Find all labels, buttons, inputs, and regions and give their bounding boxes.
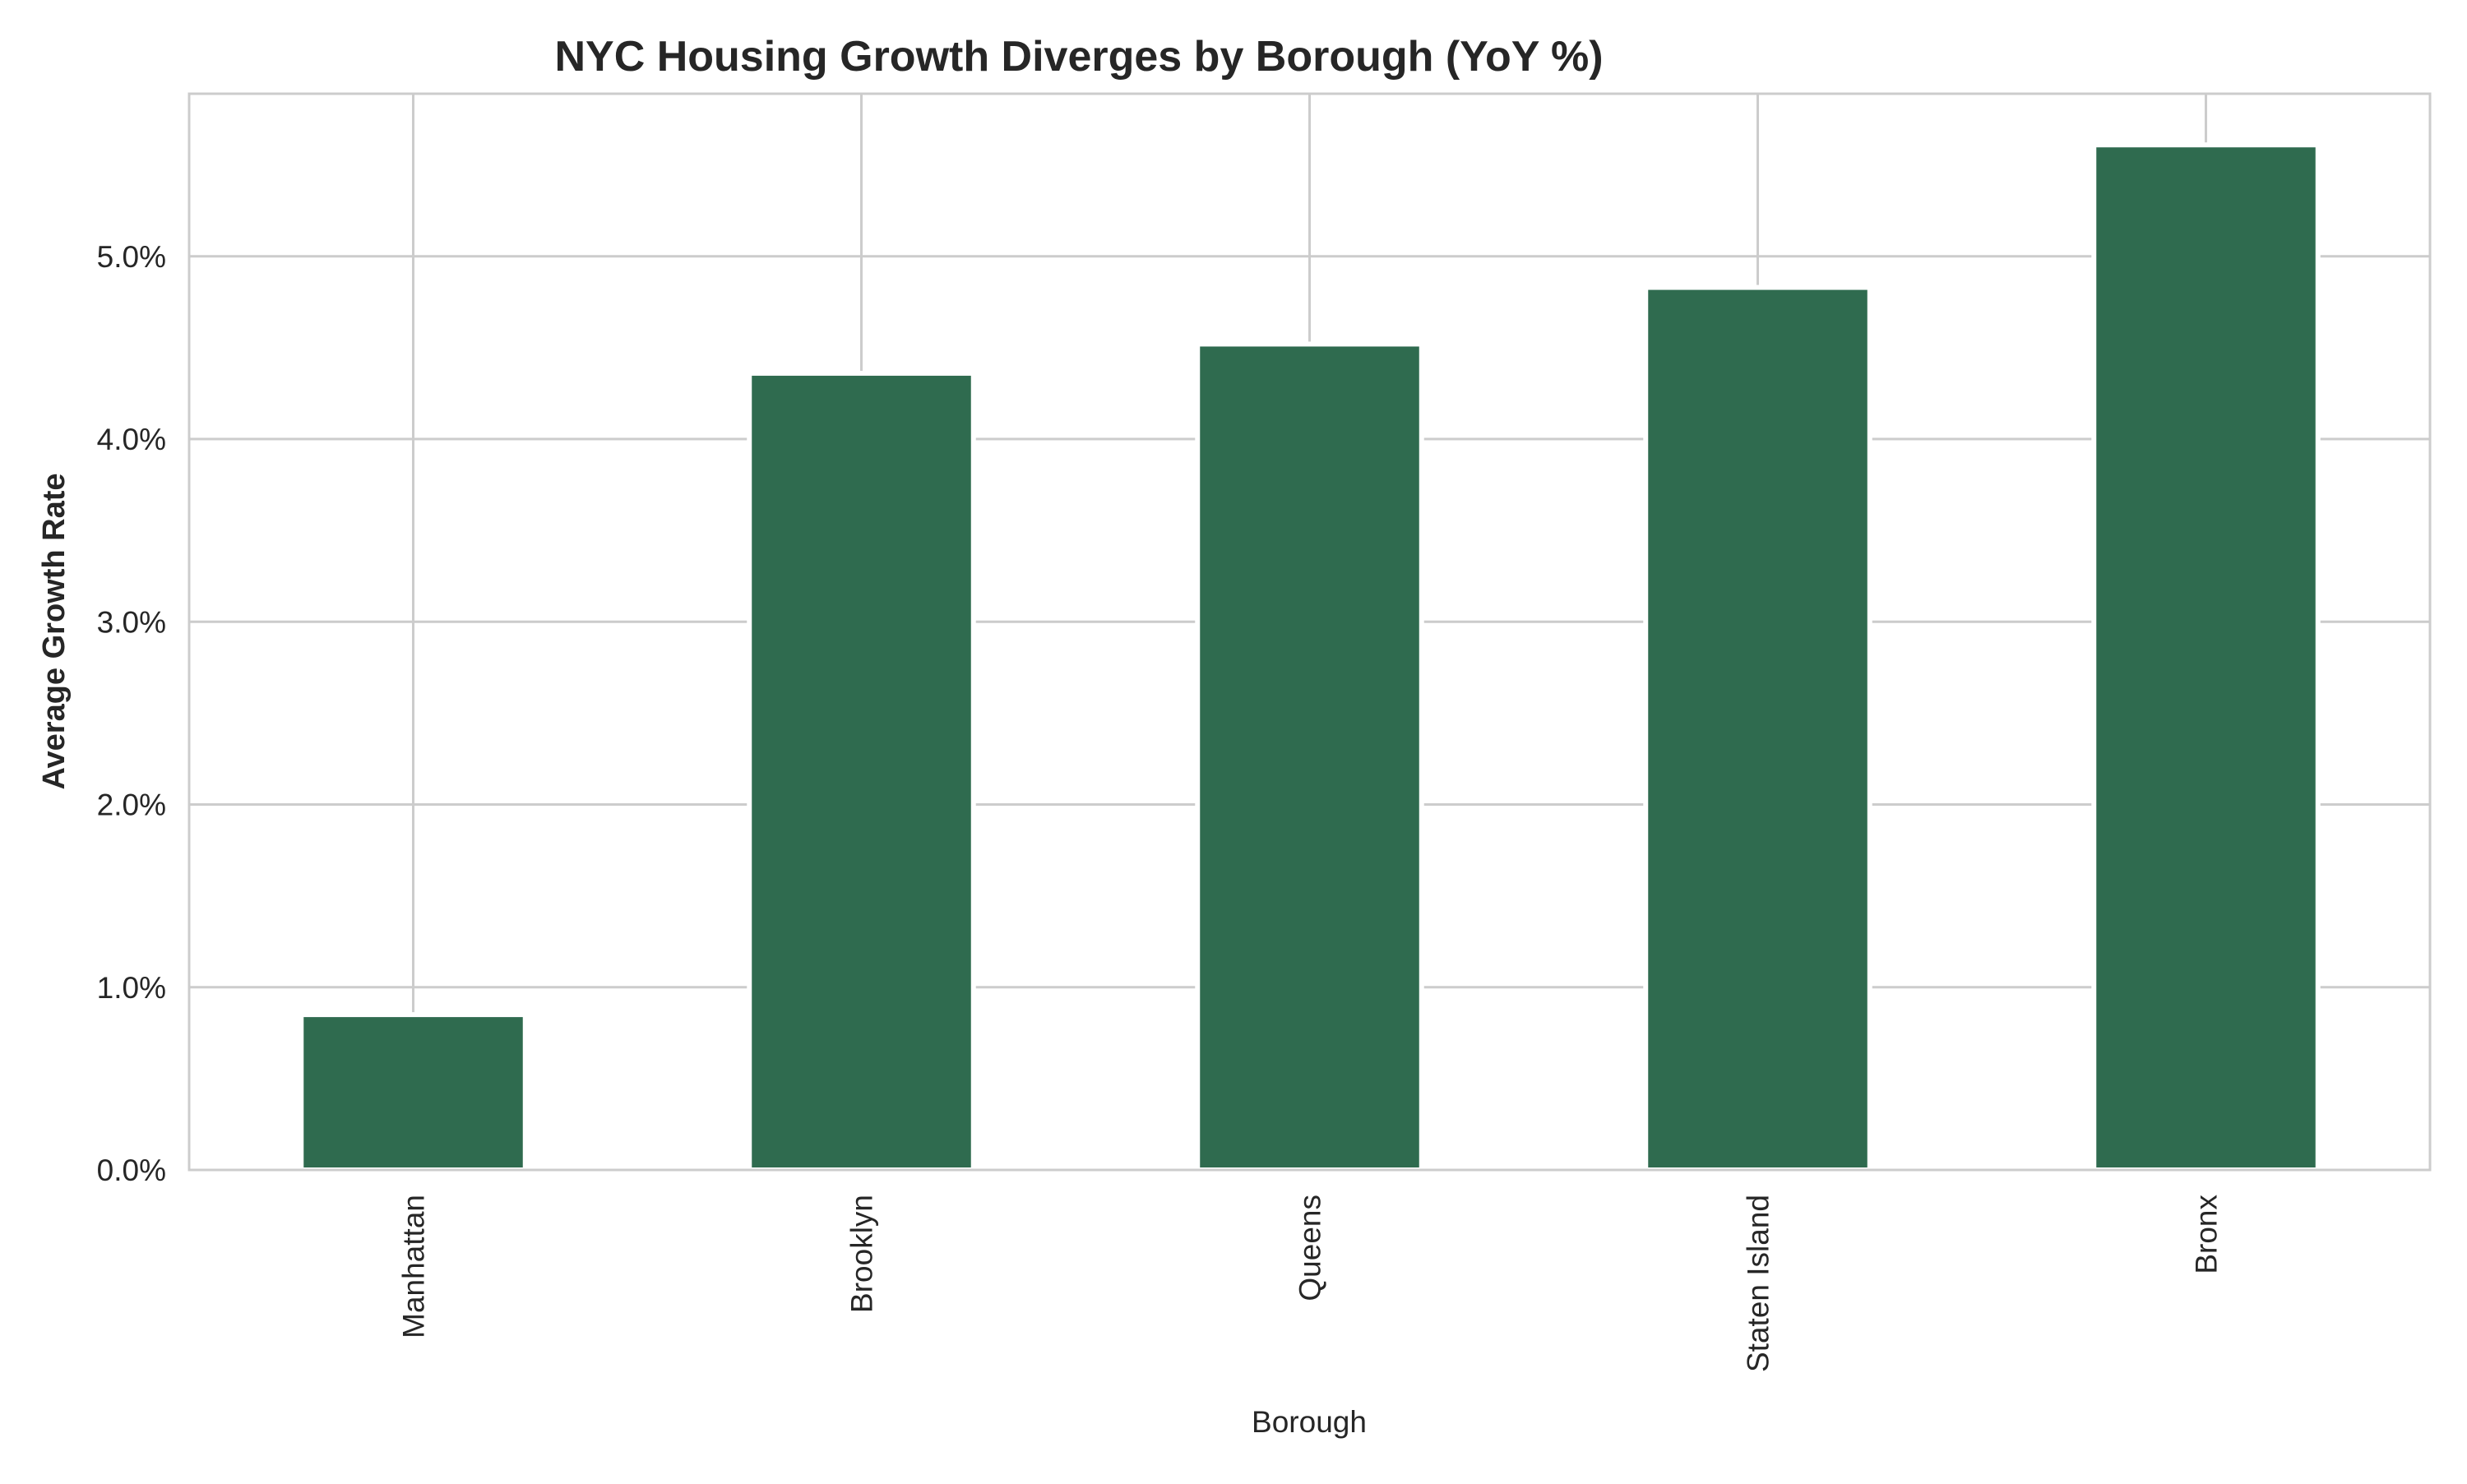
y-tick-label: 5.0% xyxy=(97,240,166,274)
bar-manhattan xyxy=(299,1012,528,1173)
chart-title: NYC Housing Growth Diverges by Borough (… xyxy=(554,33,1603,81)
plot-frame xyxy=(187,92,2432,1172)
y-tick-label: 1.0% xyxy=(97,971,166,1005)
bar-bronx xyxy=(2091,142,2321,1172)
x-tick-label: Manhattan xyxy=(397,1195,431,1338)
x-axis: Manhattan Brooklyn Queens Staten Island Bron… xyxy=(397,1195,2224,1372)
y-tick-label: 3.0% xyxy=(97,605,166,639)
x-tick-label: Bronx xyxy=(2190,1195,2224,1274)
x-axis-label: Borough xyxy=(1252,1405,1367,1439)
y-tick-label: 4.0% xyxy=(97,423,166,456)
x-tick-label: Queens xyxy=(1294,1195,1327,1301)
bar-brooklyn xyxy=(747,371,976,1172)
y-axis-label: Average Growth Rate xyxy=(37,473,72,789)
y-axis: 0.0% 1.0% 2.0% 3.0% 4.0% 5.0% xyxy=(97,240,166,1187)
bars xyxy=(189,142,2430,1173)
bar-queens xyxy=(1195,341,1424,1172)
bar-staten-island xyxy=(1643,284,1872,1172)
x-tick-label: Brooklyn xyxy=(845,1195,879,1313)
y-tick-label: 0.0% xyxy=(97,1153,166,1187)
x-tick-label: Staten Island xyxy=(1742,1195,1775,1372)
y-tick-label: 2.0% xyxy=(97,788,166,822)
